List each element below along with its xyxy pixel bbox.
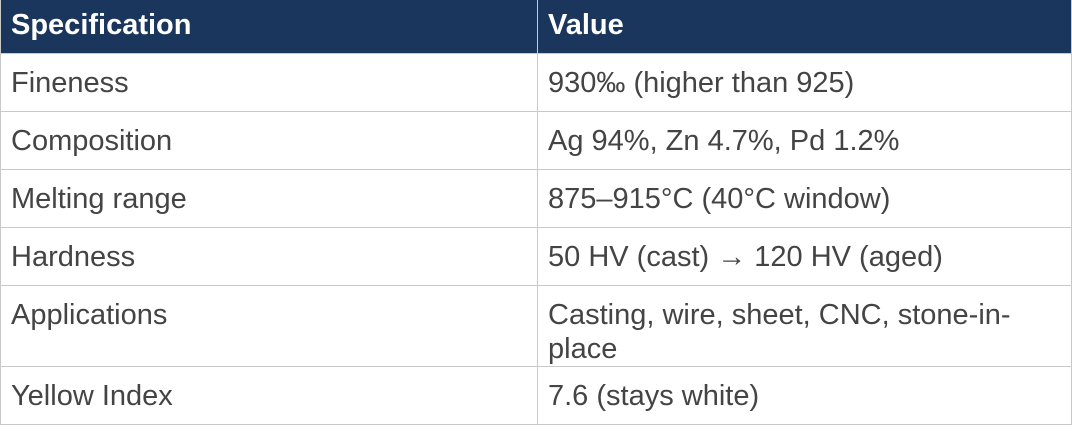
table-row: Hardness 50 HV (cast) → 120 HV (aged) — [0, 226, 1072, 286]
spec-cell: Fineness — [0, 52, 538, 112]
spec-cell: Yellow Index — [0, 365, 538, 425]
table-row: Yellow Index 7.6 (stays white) — [0, 365, 1072, 425]
value-cell: 50 HV (cast) → 120 HV (aged) — [537, 226, 1072, 286]
header-row: Specification Value — [0, 0, 1072, 53]
spec-cell: Applications — [0, 284, 538, 367]
header-cell: Value — [537, 0, 1072, 53]
value-cell: 7.6 (stays white) — [537, 365, 1072, 425]
value-cell: Ag 94%, Zn 4.7%, Pd 1.2% — [537, 110, 1072, 170]
value-cell: Casting, wire, sheet, CNC, stone-in-plac… — [537, 284, 1072, 367]
value-cell: 930‰ (higher than 925) — [537, 52, 1072, 112]
spec-cell: Melting range — [0, 168, 538, 228]
spec-cell: Hardness — [0, 226, 538, 286]
spec-cell: Composition — [0, 110, 538, 170]
table-row: Composition Ag 94%, Zn 4.7%, Pd 1.2% — [0, 110, 1072, 170]
table-body: Fineness 930‰ (higher than 925) Compositio… — [0, 52, 1072, 425]
value-cell: 875–915°C (40°C window) — [537, 168, 1072, 228]
spec-table: Specification Value Fineness 930‰ (higher… — [0, 0, 1072, 425]
table-row: Fineness 930‰ (higher than 925) — [0, 52, 1072, 112]
table-row: Applications Casting, wire, sheet, CNC, s… — [0, 284, 1072, 367]
table-row: Melting range 875–915°C (40°C window) — [0, 168, 1072, 228]
header-cell: Specification — [0, 0, 538, 53]
